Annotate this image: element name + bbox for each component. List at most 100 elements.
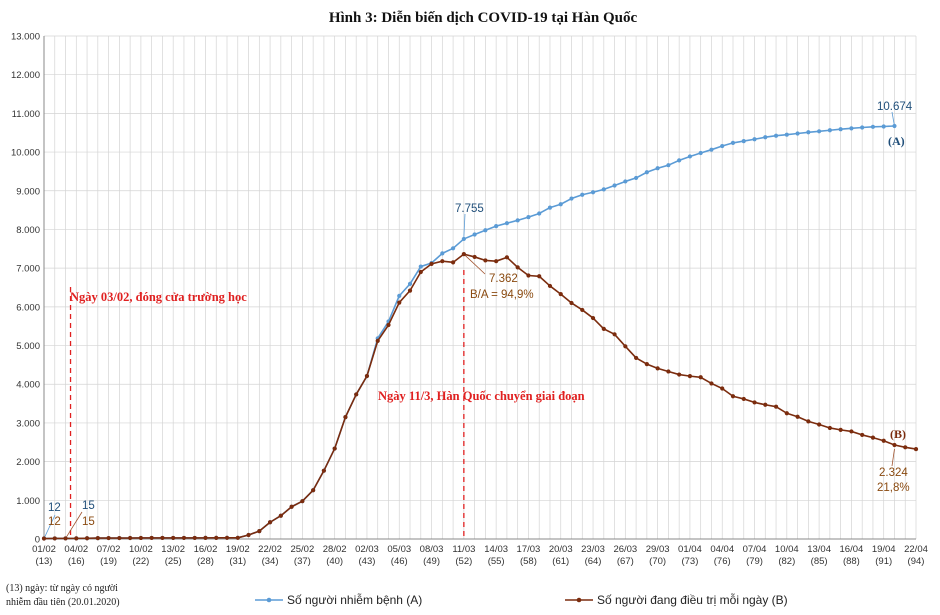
data-point [677, 158, 682, 163]
x-tick-date: 25/02 [290, 544, 314, 555]
y-tick-label: 11.000 [12, 109, 40, 120]
series-a-tag: (A) [888, 134, 905, 148]
end-percent-b: 21,8% [877, 482, 910, 494]
series-a [41, 123, 897, 541]
data-point [687, 374, 693, 379]
x-tick-day: (52) [455, 556, 472, 567]
footnote-line-1: (13) ngày: từ ngày có người [6, 583, 118, 594]
peak-b-callout-line [463, 253, 486, 275]
data-point [386, 322, 391, 328]
data-point [827, 425, 832, 431]
data-point [730, 140, 736, 146]
legend: Số người nhiễm bệnh (A) Số người đang đi… [255, 592, 788, 607]
data-point [913, 446, 919, 452]
data-point [171, 535, 176, 541]
x-tick-date: 07/02 [97, 544, 121, 555]
start-value-b: 12 [48, 516, 61, 528]
phase-change-label: Ngày 11/3, Hàn Quốc chuyển giai đoạn [378, 389, 585, 403]
data-point [375, 338, 380, 343]
y-tick-label: 0 [35, 535, 40, 546]
data-point [892, 442, 897, 448]
x-tick-day: (19) [100, 556, 117, 567]
data-point [224, 535, 230, 540]
x-tick-date: 16/04 [840, 544, 864, 555]
data-point [461, 236, 466, 242]
data-point [472, 232, 477, 237]
data-point [817, 422, 822, 427]
data-point [590, 315, 596, 321]
data-point [52, 536, 57, 541]
x-tick-date: 01/02 [32, 544, 56, 555]
x-tick-day: (16) [68, 556, 85, 567]
x-tick-day: (76) [714, 556, 731, 567]
data-point [504, 221, 510, 226]
data-point [84, 536, 90, 541]
end-value-a: 10.674 [877, 101, 913, 113]
y-tick-label: 5.000 [16, 341, 40, 352]
y-tick-label: 2.000 [16, 457, 40, 468]
data-point [515, 218, 520, 223]
data-point [547, 205, 553, 210]
y-tick-label: 4.000 [16, 380, 40, 391]
y-tick-label: 9.000 [16, 186, 40, 197]
data-point [720, 143, 725, 149]
data-point [547, 283, 553, 289]
y-axis-ticks: 0 1.000 2.000 3.000 4.000 5.000 6.000 7.000 8.00… [11, 32, 40, 546]
x-tick-date: 11/03 [452, 544, 475, 555]
data-point [397, 300, 402, 305]
x-tick-date: 29/03 [646, 544, 670, 555]
data-point [526, 214, 531, 220]
data-point [450, 260, 456, 265]
x-tick-date: 26/03 [613, 544, 637, 555]
school-closure-label: Ngày 03/02, đóng cửa trường học [70, 290, 247, 304]
x-tick-day: (28) [197, 556, 214, 567]
data-point [903, 445, 908, 450]
school-callout-line [65, 511, 83, 539]
data-point [849, 429, 854, 434]
x-tick-day: (43) [359, 556, 376, 567]
data-point [601, 326, 606, 332]
end-value-b: 2.324 [879, 467, 908, 479]
y-tick-label: 8.000 [16, 225, 40, 236]
data-point [752, 400, 757, 405]
x-tick-day: (94) [908, 556, 925, 567]
data-point [698, 150, 703, 156]
data-point [623, 179, 628, 184]
data-point [63, 536, 68, 541]
data-point [397, 293, 402, 298]
x-tick-day: (49) [423, 556, 440, 567]
data-point [74, 536, 79, 541]
data-point [795, 414, 800, 419]
data-point [494, 259, 499, 264]
data-point [687, 154, 693, 159]
data-point [418, 269, 423, 275]
data-point [321, 468, 327, 473]
data-point [580, 307, 585, 313]
x-tick-day: (55) [488, 556, 505, 567]
data-point [666, 369, 671, 374]
data-point [644, 170, 649, 175]
x-tick-day: (31) [229, 556, 246, 567]
x-tick-day: (13) [36, 556, 53, 567]
data-point [881, 124, 886, 129]
grid [43, 35, 917, 540]
x-tick-day: (85) [811, 556, 828, 567]
data-point [773, 133, 779, 138]
data-point [235, 535, 240, 540]
data-point [633, 355, 639, 361]
y-tick-label: 3.000 [16, 418, 40, 429]
data-point [537, 211, 542, 216]
data-point [612, 332, 617, 337]
x-tick-day: (61) [552, 556, 569, 567]
data-point [773, 404, 779, 409]
data-point [806, 130, 811, 135]
data-point [407, 281, 413, 287]
data-point [655, 366, 660, 371]
peak-a-callout-line [463, 213, 466, 237]
data-point [838, 127, 843, 132]
data-point [763, 135, 768, 140]
data-point [677, 372, 682, 377]
data-point [364, 373, 370, 379]
data-point [784, 411, 789, 416]
